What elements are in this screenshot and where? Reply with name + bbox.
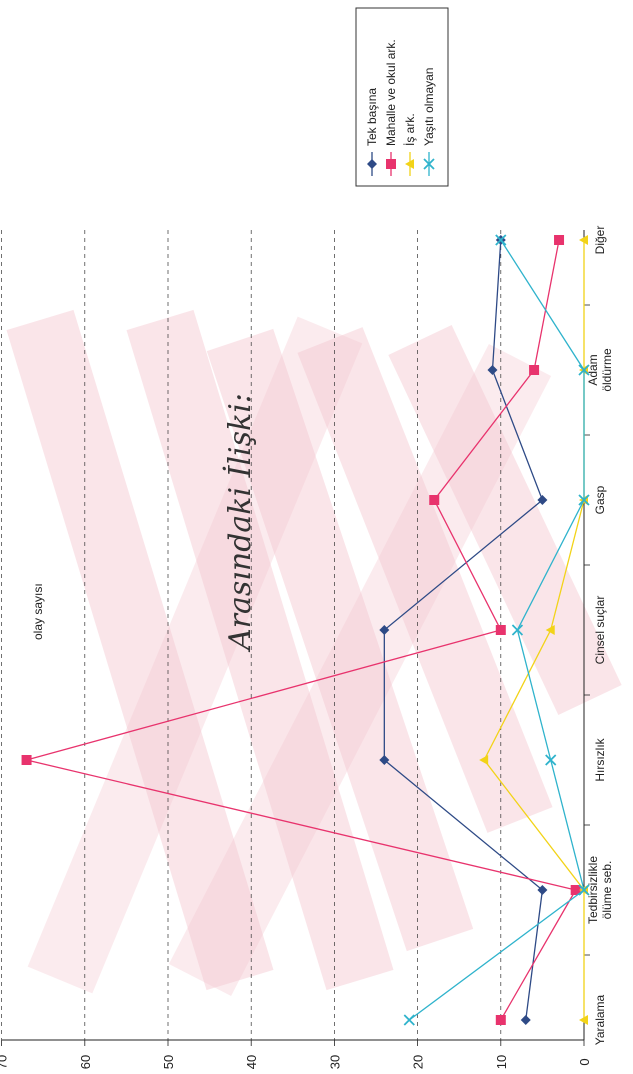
data-point-tek [379,755,390,765]
y-tick-label: 10 [494,1055,509,1069]
data-point-tek [487,365,498,375]
y-tick-label: 50 [161,1055,176,1069]
data-point-yasiti [545,754,557,766]
data-point-tek [520,1015,531,1025]
watermark-band [297,327,553,833]
watermark-band [27,316,363,994]
legend-marker [423,158,435,170]
data-point-mahalle [495,1015,506,1025]
data-point-mahalle [495,625,506,635]
data-point-yasiti [578,494,590,506]
data-point-is [479,755,489,765]
watermark-band [126,309,394,991]
handwritten-caption: Arasındaki İlişki: [222,393,258,653]
category-label: Yaralama [593,994,607,1045]
legend-label: Mahalle ve okul ark. [384,39,398,146]
series-group [21,234,590,1026]
watermark-band [6,309,274,991]
legend-label: Yaşıtı olmayan [422,68,436,146]
y-tick-label: 60 [78,1055,93,1069]
data-point-yasiti [578,884,590,896]
watermark-band [168,343,552,997]
legend-marker [386,159,396,169]
category-label: Adam [586,354,600,385]
category-label: Diğer [593,226,607,255]
data-point-is [545,625,555,635]
data-point-yasiti [511,624,524,636]
data-point-is [579,235,588,245]
legend-label: Tek başına [365,88,379,146]
gridlines [1,230,585,1046]
legend-marker [405,159,414,169]
data-point-mahalle [429,495,440,505]
legend-label: İş ark. [403,113,417,146]
data-point-yasiti [578,364,590,376]
category-label: Cinsel suçlar [593,596,607,665]
y-tick-label: 0 [577,1058,592,1065]
y-axis-label: olay sayısı [31,583,45,640]
y-tick-label: 20 [411,1055,426,1069]
data-point-tek [537,885,548,895]
y-tick-label: 70 [0,1055,10,1069]
data-point-mahalle [21,755,32,765]
category-label: Hırsızlık [593,737,607,781]
data-point-mahalle [570,885,581,895]
y-tick-labels: 0 10 20 30 40 50 60 70 [0,1055,592,1069]
data-point-yasiti [403,1014,415,1026]
category-labels: Yaralama Tedbirsizlikle ölüme seb. Hırsızlı… [586,226,614,1046]
data-point-tek [537,495,548,505]
legend-box [355,7,449,187]
legend: Tek başına Mahalle ve okul ark. İş ark. Yaş… [355,7,449,187]
y-tick-label: 30 [327,1055,342,1069]
watermark-band [206,328,474,952]
watermark-band [388,325,622,715]
data-point-mahalle [554,235,565,245]
data-point-tek [379,625,390,635]
data-point-is [579,1015,588,1025]
legend-marker [367,159,377,169]
category-label: Gasp [593,485,607,514]
category-label: Tedbirsizlikle [586,856,600,924]
category-label: öldürme [600,348,614,392]
watermark [6,309,622,997]
data-point-mahalle [529,365,540,375]
category-label: ölüme seb. [600,861,614,920]
data-point-yasiti [495,234,507,246]
y-tick-label: 40 [244,1055,259,1069]
